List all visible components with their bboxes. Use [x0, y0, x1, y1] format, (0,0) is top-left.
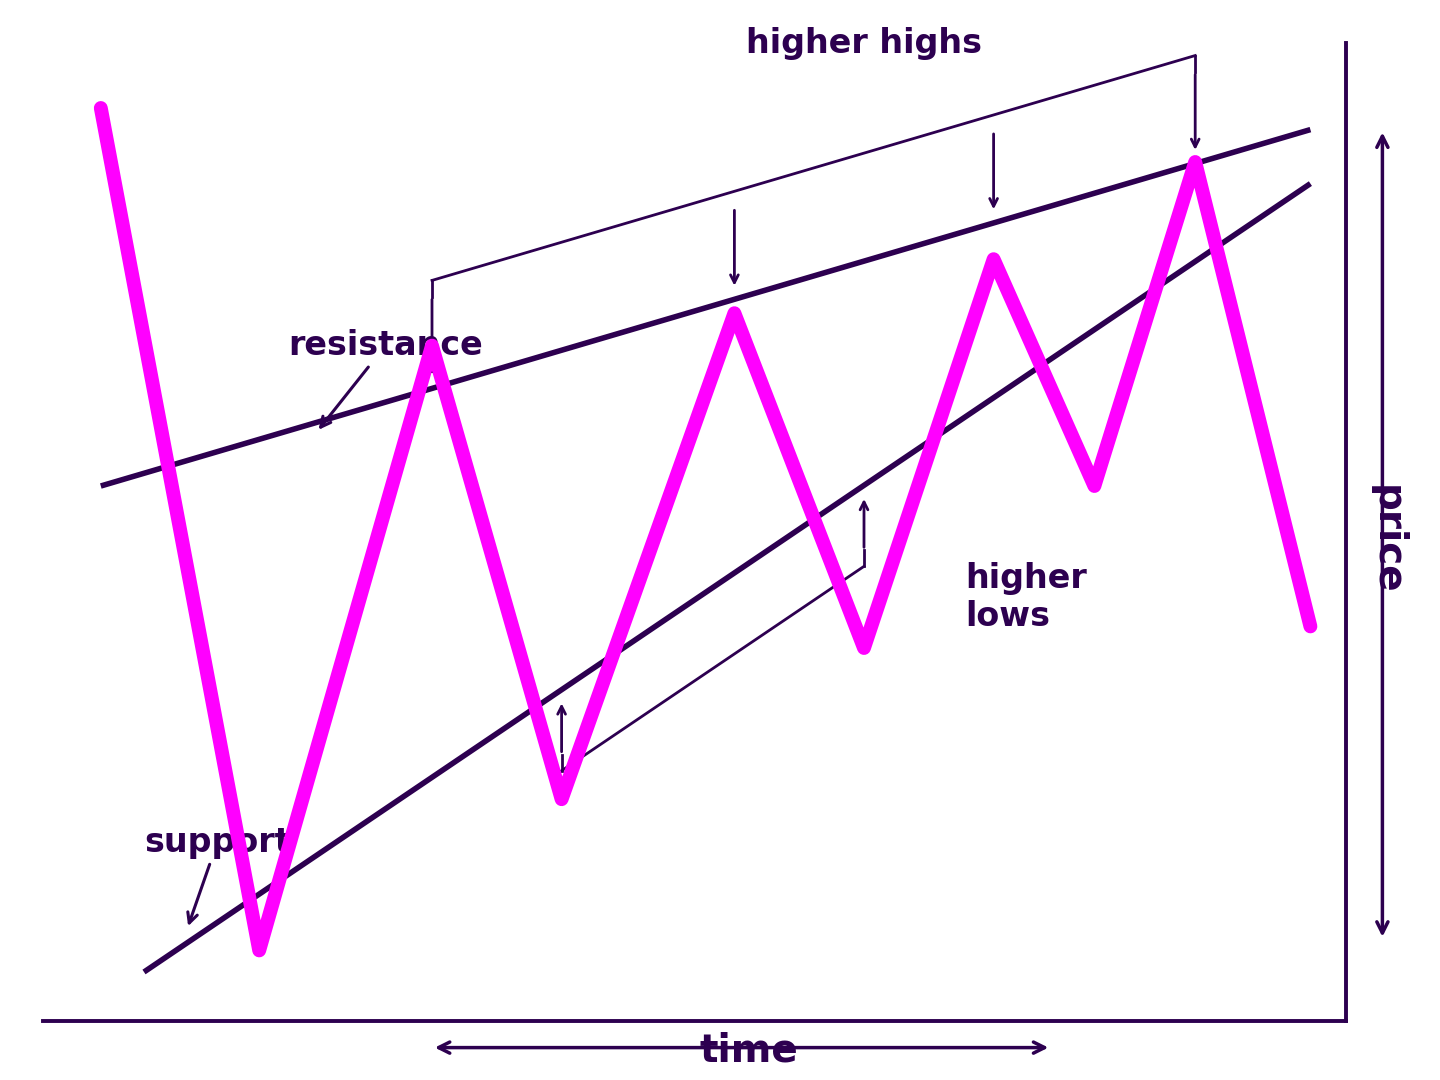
- Text: higher
lows: higher lows: [965, 562, 1087, 633]
- Text: support: support: [144, 826, 291, 923]
- Text: time: time: [700, 1031, 798, 1070]
- Text: resistance: resistance: [288, 329, 482, 428]
- Text: price: price: [1368, 485, 1405, 595]
- Text: higher highs: higher highs: [746, 27, 982, 59]
